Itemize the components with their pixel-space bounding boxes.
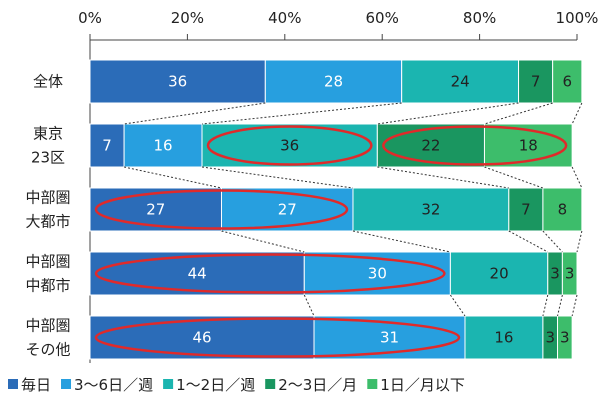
value-label: 36 (168, 73, 187, 91)
value-label: 16 (494, 329, 513, 347)
value-label: 18 (519, 137, 538, 155)
value-label: 27 (146, 201, 165, 219)
connector (221, 230, 305, 253)
value-label: 27 (278, 201, 297, 219)
connector (449, 294, 466, 317)
value-label: 3 (545, 329, 555, 347)
category-label: 中都市 (25, 277, 70, 295)
category-label: その他 (25, 341, 70, 359)
connector (201, 166, 354, 189)
value-label: 31 (380, 329, 399, 347)
x-tick-label: 60% (366, 9, 399, 27)
legend-swatch (367, 379, 378, 389)
value-label: 44 (188, 265, 207, 283)
connector (542, 230, 563, 253)
bar-segment (220, 187, 354, 232)
bar-segment (508, 187, 544, 232)
value-label: 3 (550, 265, 560, 283)
bar-segment (542, 187, 583, 232)
value-label: 16 (154, 137, 173, 155)
highlight (94, 253, 446, 294)
bar-segment (552, 59, 583, 104)
category-label: 中部圏 (25, 253, 70, 271)
category-label: 大都市 (25, 213, 70, 231)
highlight (94, 189, 349, 230)
bar-segment (89, 251, 305, 296)
category-label: 23区 (31, 149, 65, 167)
x-tick-label: 0% (78, 9, 102, 27)
connector (508, 230, 549, 253)
value-label: 20 (490, 265, 509, 283)
connector (303, 294, 315, 317)
x-tick-label: 20% (171, 9, 204, 27)
value-label: 28 (324, 73, 343, 91)
connector (201, 102, 402, 125)
connector (571, 102, 583, 125)
legend-label: 毎日 (21, 376, 51, 394)
connector (377, 166, 509, 189)
legend-label: 3〜6日／週 (74, 376, 153, 394)
bar-segment (557, 315, 573, 360)
legend-label: 1日／月以下 (380, 376, 465, 394)
highlight (206, 125, 373, 166)
bar-segment (449, 251, 549, 296)
value-label: 7 (531, 73, 541, 91)
value-label: 7 (102, 137, 112, 155)
x-tick-label: 80% (463, 9, 496, 27)
legend-swatch (61, 379, 72, 389)
value-label: 6 (562, 73, 572, 91)
value-label: 7 (521, 201, 531, 219)
bar-segment (376, 123, 485, 168)
value-label: 36 (280, 137, 299, 155)
bar-segment (89, 59, 266, 104)
x-tick-label: 100% (556, 9, 599, 27)
bar-segment (89, 187, 222, 232)
legend-swatch (265, 379, 276, 389)
bar-segment (264, 59, 403, 104)
connector (557, 294, 563, 317)
legend-label: 2〜3日／月 (278, 376, 357, 394)
highlight (94, 317, 461, 358)
connector (377, 102, 519, 125)
x-tick-label: 40% (268, 9, 301, 27)
category-label: 全体 (33, 73, 63, 91)
value-label: 24 (451, 73, 470, 91)
value-label: 32 (421, 201, 440, 219)
value-label: 8 (558, 201, 568, 219)
connector (542, 294, 549, 317)
bar-segment (89, 123, 125, 168)
category-label: 東京 (33, 125, 63, 143)
value-label: 30 (368, 265, 387, 283)
bar-segment (561, 251, 578, 296)
bar-segment (123, 123, 203, 168)
category-label: 中部圏 (25, 317, 70, 335)
highlight (382, 125, 568, 166)
connector (123, 166, 222, 189)
connector (484, 166, 544, 189)
legend-swatch (163, 379, 174, 389)
category-label: 中部圏 (25, 189, 70, 207)
legend-label: 1〜2日／週 (176, 376, 255, 394)
connector (124, 102, 266, 125)
value-label: 3 (565, 265, 575, 283)
connector (576, 230, 583, 253)
connector (571, 294, 578, 317)
legend-swatch (8, 379, 18, 389)
connector (352, 230, 451, 253)
value-label: 3 (560, 329, 570, 347)
bar-segment (352, 187, 510, 232)
value-label: 46 (192, 329, 211, 347)
bar-segment (464, 315, 544, 360)
connector (571, 166, 583, 189)
value-label: 22 (421, 137, 440, 155)
